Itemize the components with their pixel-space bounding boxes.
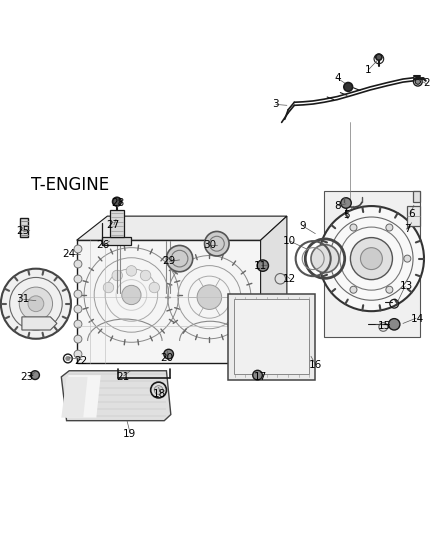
Circle shape bbox=[112, 270, 123, 281]
Circle shape bbox=[257, 260, 268, 271]
Polygon shape bbox=[261, 216, 287, 363]
Text: 5: 5 bbox=[343, 210, 350, 220]
Text: 25: 25 bbox=[16, 227, 29, 237]
Text: T-ENGINE: T-ENGINE bbox=[31, 176, 109, 195]
Text: 19: 19 bbox=[123, 429, 136, 439]
Circle shape bbox=[19, 287, 53, 320]
Circle shape bbox=[341, 198, 351, 208]
Circle shape bbox=[113, 197, 121, 206]
Text: 14: 14 bbox=[410, 314, 424, 324]
Text: 16: 16 bbox=[309, 360, 322, 370]
Circle shape bbox=[154, 386, 163, 394]
Text: 7: 7 bbox=[404, 224, 411, 235]
Circle shape bbox=[311, 245, 339, 273]
Polygon shape bbox=[77, 240, 261, 363]
Polygon shape bbox=[407, 206, 420, 226]
Bar bbox=[20, 219, 28, 237]
Circle shape bbox=[74, 245, 82, 253]
Circle shape bbox=[28, 296, 44, 312]
Circle shape bbox=[140, 270, 151, 281]
Circle shape bbox=[404, 255, 411, 262]
Text: 22: 22 bbox=[74, 356, 88, 366]
Polygon shape bbox=[324, 191, 420, 336]
Text: 10: 10 bbox=[283, 236, 296, 246]
Circle shape bbox=[164, 349, 173, 359]
Polygon shape bbox=[102, 237, 131, 246]
Circle shape bbox=[74, 320, 82, 328]
Text: 3: 3 bbox=[272, 100, 279, 109]
Text: 21: 21 bbox=[116, 372, 129, 382]
Polygon shape bbox=[61, 377, 88, 418]
Bar bbox=[234, 300, 309, 374]
Circle shape bbox=[197, 285, 222, 310]
Text: 13: 13 bbox=[399, 281, 413, 291]
Text: 15: 15 bbox=[378, 321, 391, 330]
Text: 11: 11 bbox=[254, 261, 267, 271]
Circle shape bbox=[126, 265, 137, 276]
Text: 30: 30 bbox=[203, 240, 216, 249]
Polygon shape bbox=[413, 191, 420, 201]
Text: 2: 2 bbox=[424, 78, 431, 88]
Circle shape bbox=[66, 356, 70, 361]
Circle shape bbox=[332, 255, 339, 262]
Circle shape bbox=[379, 322, 388, 332]
Circle shape bbox=[149, 282, 159, 293]
Circle shape bbox=[205, 231, 229, 256]
Circle shape bbox=[319, 206, 424, 311]
Circle shape bbox=[376, 54, 382, 60]
Circle shape bbox=[103, 282, 114, 293]
Circle shape bbox=[1, 269, 71, 339]
Circle shape bbox=[74, 290, 82, 298]
Polygon shape bbox=[77, 216, 287, 240]
Text: 20: 20 bbox=[160, 353, 173, 362]
Polygon shape bbox=[61, 371, 171, 421]
Polygon shape bbox=[228, 294, 315, 381]
Circle shape bbox=[350, 224, 357, 231]
Circle shape bbox=[344, 83, 353, 91]
Circle shape bbox=[350, 238, 392, 280]
Circle shape bbox=[74, 275, 82, 283]
Circle shape bbox=[415, 79, 420, 84]
Circle shape bbox=[389, 319, 400, 330]
Text: 28: 28 bbox=[111, 198, 124, 208]
Circle shape bbox=[74, 305, 82, 313]
Text: 6: 6 bbox=[408, 209, 415, 219]
Text: 29: 29 bbox=[162, 256, 175, 266]
Circle shape bbox=[122, 285, 141, 304]
Text: 18: 18 bbox=[153, 390, 166, 399]
Bar bbox=[110, 211, 124, 237]
Polygon shape bbox=[22, 317, 57, 330]
Text: 9: 9 bbox=[299, 221, 306, 231]
Circle shape bbox=[31, 371, 39, 379]
Text: 17: 17 bbox=[254, 372, 267, 382]
Circle shape bbox=[386, 224, 393, 231]
Text: 24: 24 bbox=[63, 249, 76, 259]
Circle shape bbox=[74, 260, 82, 268]
Polygon shape bbox=[66, 375, 101, 418]
Text: 8: 8 bbox=[334, 201, 341, 211]
Text: 27: 27 bbox=[106, 220, 120, 230]
Circle shape bbox=[350, 286, 357, 293]
Circle shape bbox=[74, 350, 82, 358]
Circle shape bbox=[74, 335, 82, 343]
Text: 31: 31 bbox=[16, 294, 29, 304]
Circle shape bbox=[386, 286, 393, 293]
Text: 26: 26 bbox=[96, 240, 110, 251]
Circle shape bbox=[360, 248, 382, 270]
Text: 1: 1 bbox=[364, 65, 371, 75]
Text: 12: 12 bbox=[283, 274, 296, 284]
Circle shape bbox=[166, 246, 193, 272]
Text: 4: 4 bbox=[334, 73, 341, 83]
Circle shape bbox=[253, 370, 262, 380]
Text: 23: 23 bbox=[21, 372, 34, 382]
